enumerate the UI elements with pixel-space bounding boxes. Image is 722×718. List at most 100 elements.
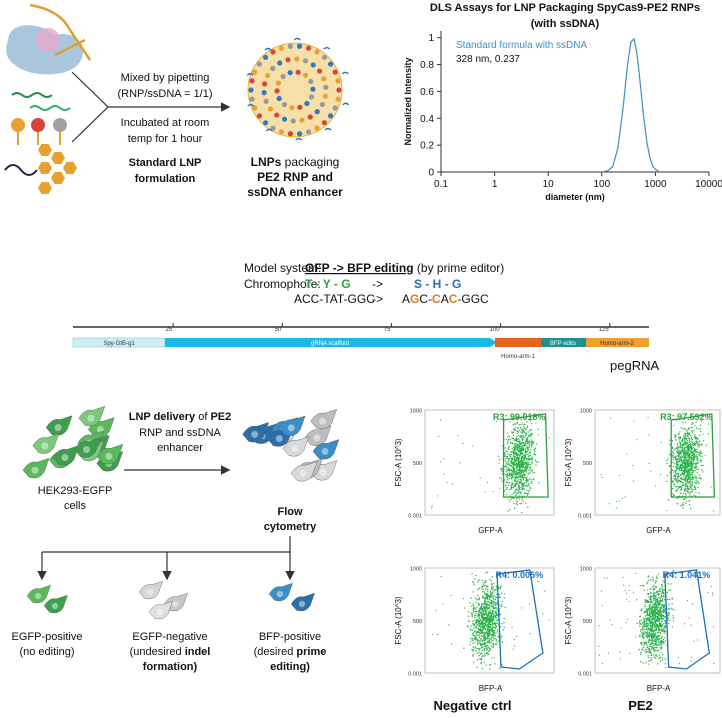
event-dot bbox=[694, 467, 697, 469]
event-dot bbox=[493, 629, 496, 632]
event-dot bbox=[484, 634, 486, 636]
event-dot bbox=[683, 470, 686, 472]
feature-label: Homo-arm-1 bbox=[501, 354, 535, 360]
event-dot bbox=[693, 477, 695, 479]
event-dot bbox=[681, 441, 683, 443]
event-dot bbox=[529, 463, 532, 466]
event-dot bbox=[486, 605, 488, 608]
event-dot bbox=[701, 469, 703, 471]
event-dot bbox=[685, 412, 688, 415]
event-dot bbox=[492, 631, 495, 633]
event-dot bbox=[684, 488, 686, 490]
event-dot bbox=[496, 629, 498, 631]
event-dot bbox=[686, 482, 688, 484]
event-dot bbox=[689, 446, 691, 448]
event-dot bbox=[675, 438, 677, 441]
event-dot bbox=[697, 468, 700, 470]
lnp-lipid bbox=[248, 87, 254, 93]
event-dot bbox=[487, 623, 490, 625]
event-dot bbox=[688, 456, 690, 459]
event-dot bbox=[496, 631, 499, 633]
event-dot bbox=[663, 642, 665, 645]
event-dot bbox=[694, 456, 696, 459]
event-dot bbox=[513, 502, 515, 505]
event-dot bbox=[514, 426, 517, 429]
event-dot bbox=[653, 633, 655, 636]
event-dot bbox=[518, 495, 521, 497]
lnp-lipid bbox=[277, 60, 283, 66]
event-dot bbox=[671, 608, 673, 610]
event-dot bbox=[640, 609, 643, 612]
event-dot bbox=[505, 481, 508, 483]
event-dot bbox=[467, 615, 470, 617]
event-dot bbox=[694, 462, 697, 465]
event-dot bbox=[513, 497, 515, 500]
event-dot bbox=[509, 438, 511, 441]
event-dot bbox=[510, 483, 513, 486]
event-dot bbox=[431, 633, 433, 635]
event-dot bbox=[650, 470, 652, 472]
event-dot bbox=[484, 491, 486, 493]
event-dot bbox=[507, 498, 510, 500]
event-dot bbox=[507, 463, 509, 466]
ruler-label: 25 bbox=[165, 327, 172, 333]
event-dot bbox=[690, 430, 693, 432]
event-dot bbox=[640, 628, 642, 631]
event-dot bbox=[650, 587, 652, 589]
event-dot bbox=[664, 640, 667, 642]
event-dot bbox=[644, 599, 647, 602]
event-dot bbox=[657, 614, 659, 616]
event-dot bbox=[649, 627, 651, 629]
lnp-lipid bbox=[321, 54, 328, 60]
event-dot bbox=[684, 492, 687, 495]
lnp-lipid bbox=[249, 78, 255, 84]
event-dot bbox=[516, 476, 518, 479]
event-dot bbox=[529, 487, 531, 489]
event-dot bbox=[642, 631, 644, 633]
event-dot bbox=[647, 617, 649, 620]
event-dot bbox=[481, 597, 484, 599]
gate bbox=[496, 569, 544, 670]
event-dot bbox=[690, 464, 692, 466]
event-dot bbox=[672, 459, 675, 461]
cell-nucleus bbox=[298, 600, 306, 608]
event-dot bbox=[483, 607, 485, 609]
cell-nucleus bbox=[83, 446, 91, 454]
event-dot bbox=[656, 601, 658, 603]
event-dot bbox=[690, 485, 692, 488]
event-dot bbox=[479, 642, 481, 644]
event-dot bbox=[521, 499, 523, 501]
event-dot bbox=[698, 440, 701, 442]
event-dot bbox=[472, 655, 474, 657]
event-dot bbox=[510, 461, 512, 463]
event-dot bbox=[530, 457, 532, 460]
event-dot bbox=[680, 478, 683, 480]
event-dot bbox=[523, 488, 526, 490]
event-dot bbox=[498, 587, 500, 590]
aa-from: T - Y - G bbox=[305, 277, 351, 291]
event-dot bbox=[504, 473, 507, 476]
event-dot bbox=[657, 635, 659, 637]
event-dot bbox=[685, 462, 688, 464]
event-dot bbox=[516, 465, 518, 467]
event-dot bbox=[518, 490, 520, 493]
event-dot bbox=[514, 471, 516, 473]
event-dot bbox=[659, 599, 662, 601]
event-dot bbox=[523, 470, 525, 473]
column-label: PE2 bbox=[628, 698, 653, 713]
event-dot bbox=[659, 631, 661, 634]
event-dot bbox=[686, 434, 688, 436]
event-dot bbox=[524, 441, 527, 443]
event-dot bbox=[512, 487, 515, 489]
event-dot bbox=[694, 469, 696, 472]
event-dot bbox=[492, 640, 494, 642]
event-dot bbox=[529, 429, 531, 432]
event-dot bbox=[700, 459, 702, 461]
event-dot bbox=[684, 480, 687, 482]
event-dot bbox=[653, 618, 655, 621]
lnp-lipid bbox=[308, 78, 314, 85]
x-tick-label: 0.1 bbox=[434, 179, 448, 190]
lnp-lipid bbox=[263, 98, 269, 104]
event-dot bbox=[650, 596, 652, 598]
